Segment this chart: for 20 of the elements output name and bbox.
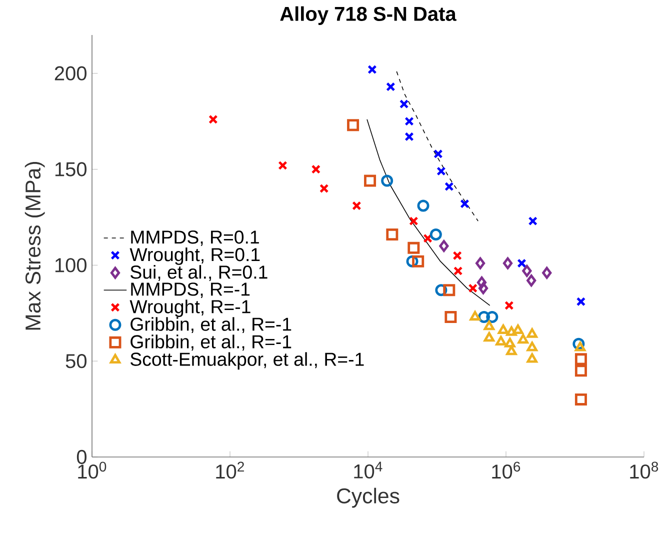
legend-label: Wrought, R=0.1 — [130, 248, 260, 265]
y-tick-label: 100 — [55, 258, 86, 272]
x-tick-label: 10$^{4}$ — [354, 462, 382, 478]
x-tick-label: 10$^{2}$ — [216, 462, 244, 479]
y-tick-label: 200 — [54, 66, 86, 80]
y-axis-title: Max Stress (MPa) — [24, 162, 45, 330]
y-tick-label: 50 — [66, 354, 86, 368]
legend-label: Gribbin, et al., R=-1 — [130, 317, 292, 334]
legend-label: Wrought, R=-1 — [130, 300, 250, 318]
legend-label: Sui, et al., R=0.1 — [130, 265, 268, 281]
x-tick-label: 10$^{6}$ — [492, 462, 520, 479]
legend-label: Scott-Emuakpor, et al., R=-1 — [130, 352, 364, 370]
y-tick-label: 150 — [55, 162, 86, 176]
legend-label: MMPDS, R=-1 — [131, 282, 250, 298]
legend-label: Gribbin, et al., R=-1 — [130, 334, 292, 351]
legend-label: MMPDS, R=0.1 — [131, 230, 259, 246]
y-tick-label: 0 — [76, 450, 86, 464]
chart-title: Alloy 718 S-N Data — [280, 6, 456, 25]
x-tick-label: 10$^{8}$ — [630, 462, 658, 479]
x-axis-title: Cycles — [337, 488, 400, 508]
